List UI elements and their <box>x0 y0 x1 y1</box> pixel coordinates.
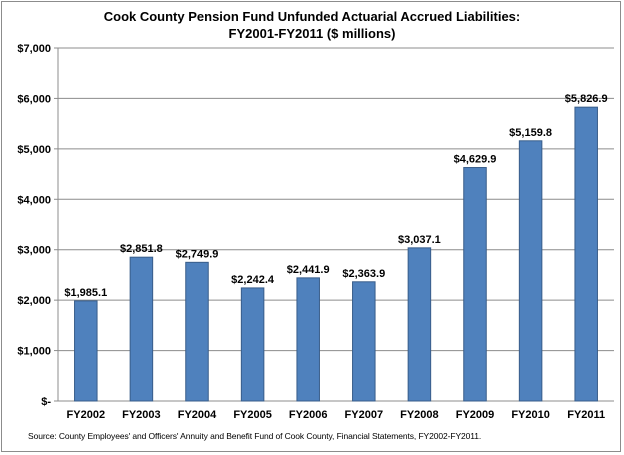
bar <box>296 277 320 402</box>
y-tick-label: $4,000 <box>17 194 51 206</box>
y-tick-label: $6,000 <box>17 93 51 105</box>
x-tick-label: FY2009 <box>456 409 495 421</box>
data-label: $2,851.8 <box>120 243 163 255</box>
data-label: $2,749.9 <box>176 248 219 260</box>
y-tick-label: $5,000 <box>17 144 51 156</box>
x-tick-label: FY2010 <box>511 409 550 421</box>
x-tick-label: FY2007 <box>345 409 384 421</box>
x-tick-label: FY2004 <box>178 409 217 421</box>
bar <box>352 281 376 402</box>
data-label: $1,985.1 <box>64 287 107 299</box>
x-tick-label: FY2006 <box>289 409 328 421</box>
data-label: $5,826.9 <box>565 93 608 105</box>
bar <box>74 300 98 402</box>
data-label: $3,037.1 <box>398 234 441 246</box>
bar <box>185 261 209 402</box>
bar <box>574 106 598 402</box>
bar <box>463 167 487 402</box>
chart-title: Cook County Pension Fund Unfunded Actuar… <box>103 9 521 24</box>
chart-title-block: Cook County Pension Fund Unfunded Actuar… <box>0 8 624 42</box>
x-tick-label: FY2011 <box>567 409 605 421</box>
data-label: $2,363.9 <box>342 268 385 280</box>
source-note: Source: County Employees' and Officers' … <box>28 431 482 441</box>
data-label: $5,159.8 <box>509 127 552 139</box>
y-tick-label: $- <box>41 396 51 408</box>
y-tick-label: $2,000 <box>17 295 51 307</box>
x-tick-label: FY2008 <box>400 409 439 421</box>
bar <box>518 140 543 402</box>
bar <box>240 287 265 402</box>
data-label: $4,629.9 <box>454 154 497 166</box>
data-label: $2,242.4 <box>231 274 275 286</box>
bar <box>129 256 154 402</box>
chart-subtitle: FY2001-FY2011 ($ millions) <box>228 26 396 41</box>
x-tick-label: FY2003 <box>122 409 161 421</box>
data-label: $2,441.9 <box>287 264 330 276</box>
bar <box>407 247 432 402</box>
x-tick-label: FY2002 <box>67 409 106 421</box>
x-tick-label: FY2005 <box>233 409 272 421</box>
y-tick-label: $3,000 <box>17 245 51 257</box>
y-tick-label: $7,000 <box>17 43 51 55</box>
y-tick-label: $1,000 <box>17 346 51 358</box>
